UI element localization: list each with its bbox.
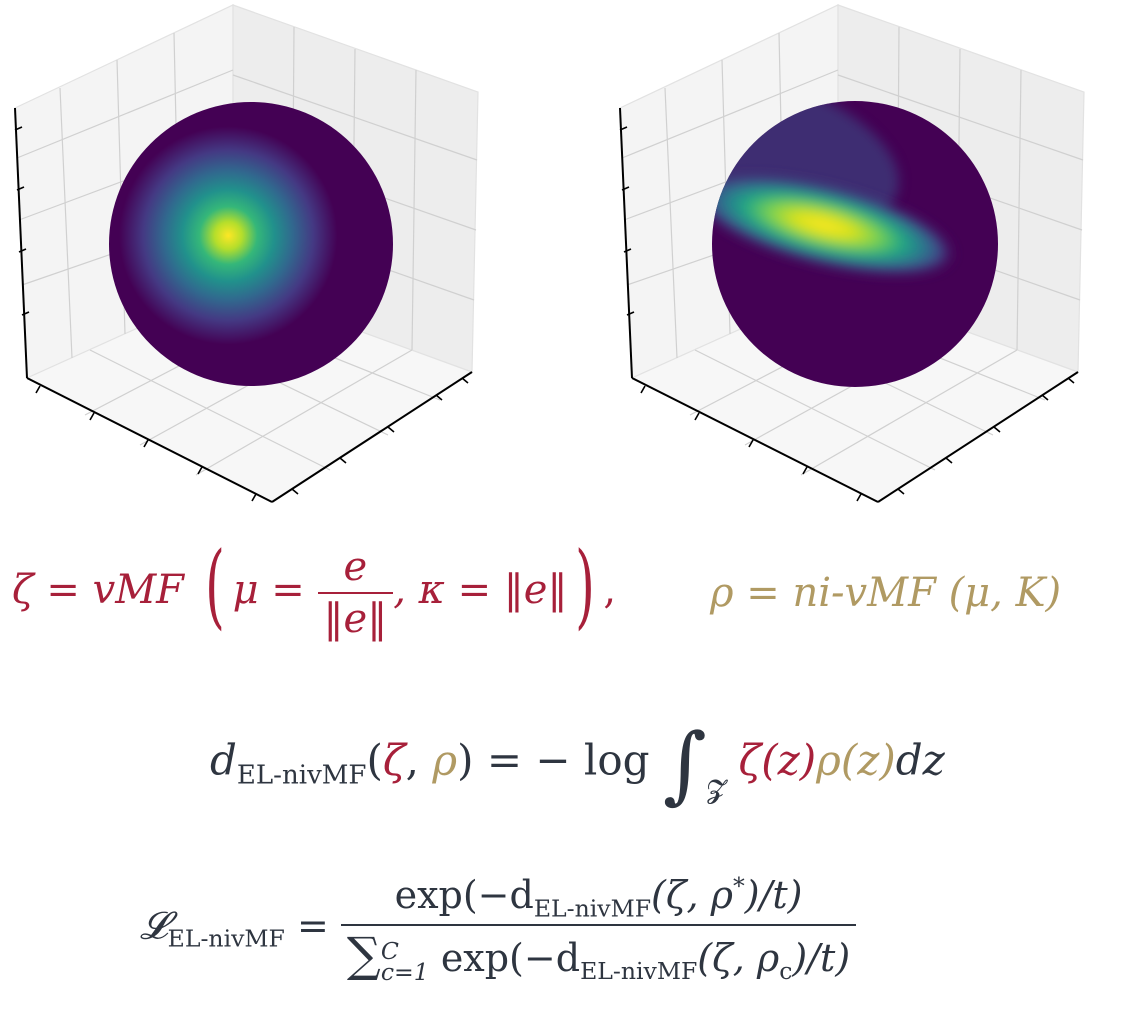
vmf-3d-plot [0,0,520,515]
vmf-fraction: e ‖e‖ [317,544,394,643]
loss-den-c: c [779,957,793,986]
distance-d: d [210,735,237,785]
distance-close: ) = − log [457,735,650,785]
nivmf-density-sphere [712,101,998,387]
distance-zeta: ζ [382,735,406,785]
axis-lines [14,107,473,503]
sum-bottom: c=1 [380,957,429,986]
distance-zeta-z: ζ(z) [738,735,817,785]
nivmf-args: (μ, K) [948,570,1062,616]
loss-numerator: exp(−dEL-nivMF(ζ, ρ*)/t) [340,872,857,927]
distance-rho-z: ρ(z) [816,735,896,785]
loss-den-text: exp(−d [428,936,581,981]
loss-num-sub: EL-nivMF [533,894,652,923]
vmf-frac-num: e [317,544,394,595]
vmf-3d-axes [14,4,479,503]
loss-den-end: )/t) [792,936,851,981]
loss-num-rest: (ζ, ρ [651,873,733,918]
vmf-kappa: , κ = ‖e‖ [393,567,568,614]
axis-ticks [619,126,1075,502]
vmf-equation: ζ = vMF (μ = e ‖e‖ , κ = ‖e‖), [12,532,617,643]
paren-open: ( [204,532,225,639]
loss-den-rest: (ζ, ρ [697,936,780,981]
sum-symbol: ∑ [346,928,381,984]
loss-num-text: exp(−d [394,873,534,918]
loss-den-sub: EL-nivMF [580,957,698,986]
vmf-trail: , [603,567,617,614]
loss-L: 𝓛 [140,903,168,948]
loss-num-star: * [732,872,745,900]
vmf-density-sphere [109,102,393,386]
distance-rho: ρ [432,735,458,785]
vmf-lhs: ζ = vMF [12,567,184,614]
distance-sub: EL-nivMF [236,760,367,791]
paren-close: ) [575,532,596,639]
axis-ticks [14,126,469,502]
nivmf-text: ρ = ni-vMF [710,570,936,616]
integral-sign: ∫ [662,715,707,813]
axis-lines [619,107,1079,503]
distance-open: ( [366,735,383,785]
loss-L-sub: EL-nivMF [167,924,285,953]
loss-num-end: )/t) [744,873,803,918]
distance-comma: , [405,735,420,785]
nivmf-3d-plot [604,0,1126,515]
vmf-mu: μ = [232,567,305,614]
loss-eq: = [296,903,329,948]
nivmf-equation: ρ = ni-vMF (μ, K) [710,570,1061,616]
distance-dz: dz [895,735,945,785]
vmf-frac-den: ‖e‖ [323,596,388,643]
integral-domain: 𝓩 [706,774,726,805]
nivmf-3d-axes [619,4,1085,503]
sum-top: C [380,936,399,965]
nivmf-ridge [712,174,956,276]
distance-equation: dEL-nivMF(ζ, ρ) = − log ∫𝓩 ζ(z)ρ(z)dz [210,722,945,806]
